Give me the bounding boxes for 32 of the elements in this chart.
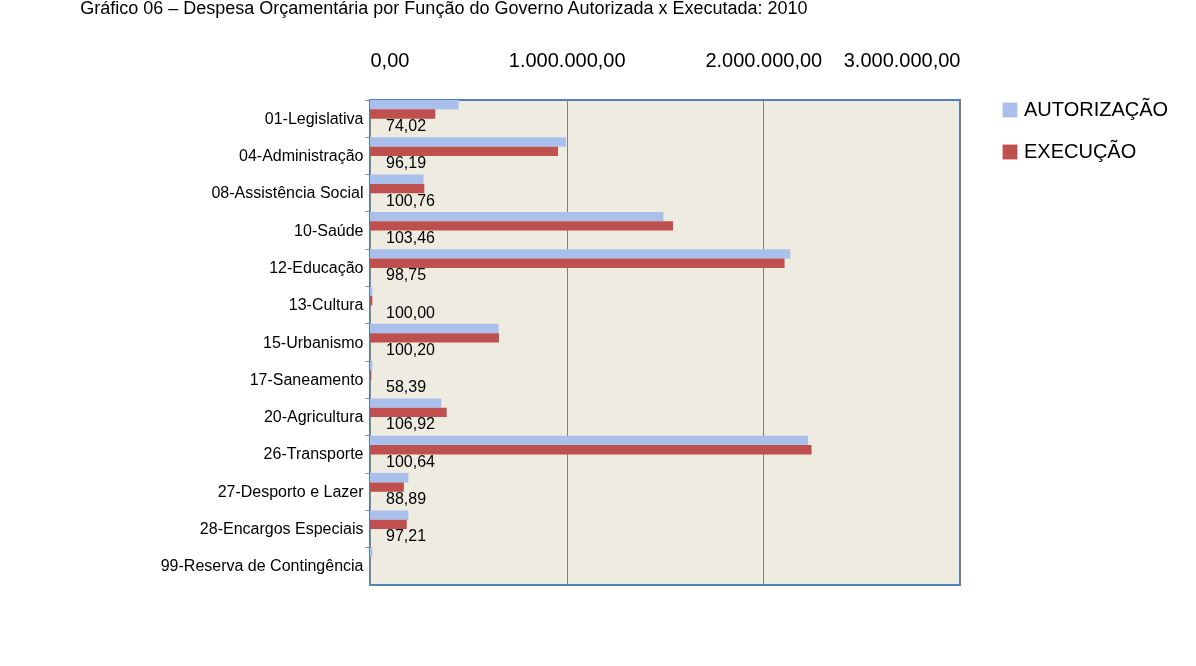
x-tick-label: 1.000.000,00 [508, 48, 626, 71]
y-tick-label: 15-Urbanismo [263, 333, 364, 351]
y-tick-label: 17-Saneamento [249, 370, 364, 388]
y-tick-label: 26-Transporte [263, 445, 364, 463]
legend-label: EXECUÇÃO [1024, 139, 1137, 162]
y-tick-label: 01-Legislativa [264, 109, 364, 127]
x-tick-label: 3.000.000,00 [843, 48, 961, 71]
annotation: 103,46 [386, 228, 436, 246]
x-tick-label: 2.000.000,00 [705, 48, 823, 71]
y-tick-label: 28-Encargos Especiais [199, 520, 364, 538]
annotation: 58,39 [386, 378, 427, 396]
annotation: 98,75 [386, 266, 427, 284]
annotation: 96,19 [386, 154, 427, 172]
y-tick-label: 27-Desporto e Lazer [217, 482, 365, 500]
legend-label: AUTORIZAÇÃO [1024, 97, 1169, 120]
annotation: 100,00 [386, 303, 436, 321]
y-tick-label: 20-Agricultura [263, 408, 364, 426]
annotation: 74,02 [386, 116, 427, 134]
y-tick-label: 99-Reserva de Contingência [160, 557, 364, 575]
chart-title: Gráfico 06 – Despesa Orçamentária por Função do Governo Autorizada x Executada: 2010 [80, 0, 808, 18]
annotation: 97,21 [386, 527, 427, 545]
annotation: 88,89 [386, 490, 427, 508]
y-tick-label: 08-Assistência Social [211, 184, 364, 202]
y-tick-label: 10-Saúde [294, 221, 364, 239]
annotation: 100,64 [386, 452, 436, 470]
annotation: 106,92 [386, 415, 436, 433]
y-tick-label: 13-Cultura [288, 296, 364, 314]
y-tick-label: 04-Administração [239, 146, 364, 164]
annotation: 100,20 [386, 340, 436, 358]
annotation: 100,76 [386, 191, 436, 209]
y-tick-label: 12-Educação [269, 258, 364, 276]
x-tick-label: 0,00 [370, 48, 410, 71]
